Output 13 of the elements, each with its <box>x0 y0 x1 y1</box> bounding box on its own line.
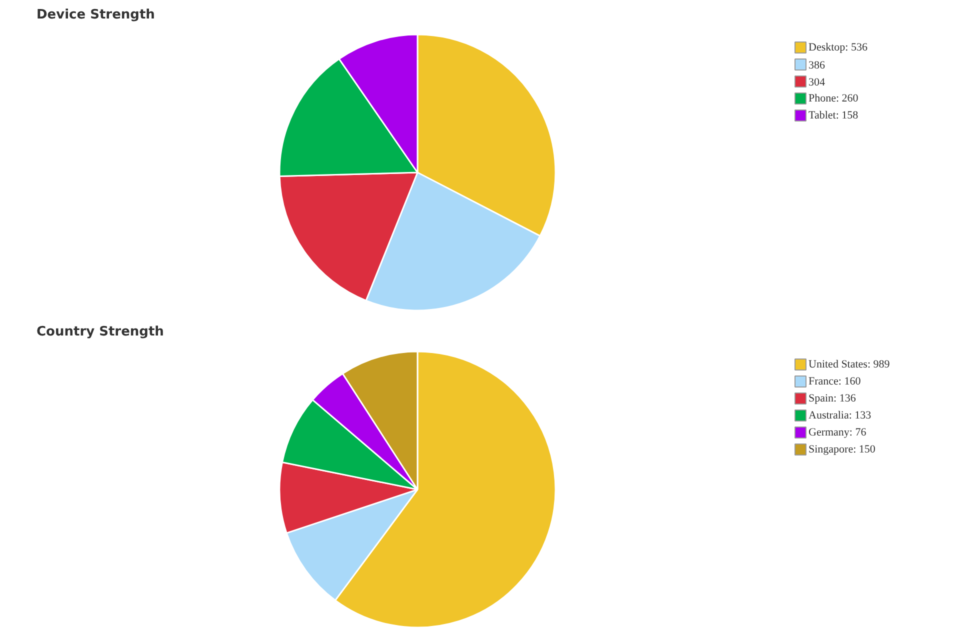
legend-label: Desktop: 536 <box>808 42 868 54</box>
legend-label: Singapore: 150 <box>808 444 876 456</box>
legend-label: Germany: 76 <box>808 426 867 438</box>
legend-label: 386 <box>808 60 826 72</box>
legend-label: Tablet: 158 <box>808 110 859 122</box>
legend-label: France: 160 <box>808 376 862 388</box>
text: Device Strength <box>36 8 155 22</box>
legend-label: Spain: 136 <box>808 392 856 404</box>
legend-label: Australia: 133 <box>808 410 872 422</box>
legend-label: United States: 989 <box>808 358 890 370</box>
legend-label: Phone: 260 <box>808 92 859 104</box>
legend-label: 304 <box>808 76 826 88</box>
text: Country Strength <box>36 324 164 340</box>
